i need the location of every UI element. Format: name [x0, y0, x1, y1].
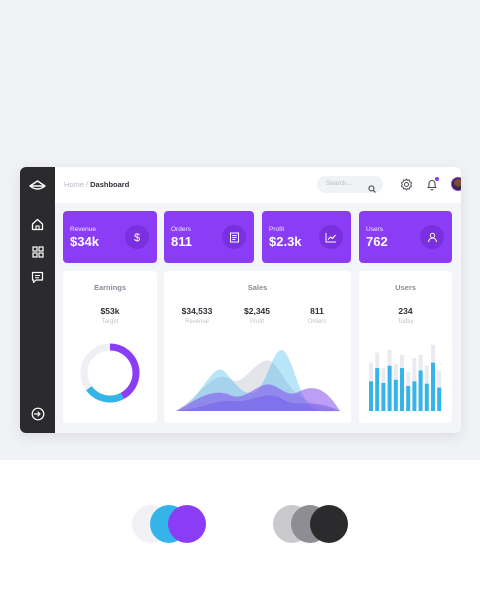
users-bar-chart: [369, 344, 442, 411]
kpi-card-revenue[interactable]: Revenue $34k $: [63, 211, 157, 263]
swatch-dark: [310, 505, 348, 543]
stat-label: Profit: [249, 319, 264, 325]
kpi-label: Orders: [171, 226, 191, 233]
users-bar: [369, 381, 373, 411]
swatch-purple: [168, 505, 206, 543]
sales-area-chart: [176, 349, 340, 412]
kpi-value: 811: [171, 234, 192, 249]
dashboard-window: Home / Dashboard Search... Revenue $: [20, 167, 461, 433]
notification-dot: [435, 177, 439, 181]
kpi-label: Users: [366, 226, 383, 233]
donut-segment-blue: [80, 343, 140, 403]
sales-area-purple: [176, 384, 340, 411]
users-bar: [424, 383, 429, 411]
card-title: Users: [395, 283, 416, 292]
kpi-value: $2.3k: [269, 234, 302, 249]
settings-icon[interactable]: [399, 177, 413, 191]
users-bar: [387, 365, 392, 411]
message-icon[interactable]: [29, 269, 46, 286]
kpi-card-orders[interactable]: Orders 811: [164, 211, 254, 263]
users-card: Users 234 Today: [359, 271, 452, 423]
bell-icon[interactable]: [425, 177, 439, 191]
search-icon[interactable]: [368, 180, 376, 198]
sidebar: [20, 167, 55, 433]
users-stat: 234 Today: [359, 306, 452, 325]
users-bar: [418, 370, 423, 411]
donut-segment-purple: [80, 343, 140, 403]
breadcrumb-home[interactable]: Home: [64, 180, 85, 189]
breadcrumb-current: Dashboard: [90, 180, 130, 189]
users-bar: [406, 386, 411, 411]
dollar-icon: $: [125, 225, 149, 249]
users-bar: [393, 379, 398, 411]
stat-label: Revenue: [184, 319, 210, 325]
stat-value: $34,533: [181, 306, 213, 316]
stat-label: Orders: [307, 319, 327, 325]
sales-stat-orders: 811 Orders: [294, 306, 340, 325]
logout-icon[interactable]: [29, 405, 46, 422]
kpi-card-profit[interactable]: Profit $2.3k: [262, 211, 351, 263]
user-icon: [420, 225, 444, 249]
stat-value: $2,345: [244, 306, 270, 316]
stat-label: Target: [101, 319, 119, 325]
top-header: Home / Dashboard Search...: [55, 167, 461, 203]
avatar[interactable]: [451, 177, 461, 191]
logo-icon[interactable]: [28, 177, 47, 194]
grid-icon[interactable]: [29, 243, 46, 260]
search-placeholder: Search...: [326, 180, 353, 187]
svg-text:$: $: [134, 232, 140, 243]
kpi-card-users[interactable]: Users 762: [359, 211, 452, 263]
users-bar: [381, 382, 386, 411]
sales-area-violet: [176, 395, 340, 411]
sales-stat-profit: $2,345 Profit: [234, 306, 280, 325]
card-title: Sales: [247, 283, 268, 292]
search-input[interactable]: Search...: [317, 176, 383, 193]
stat-value: 811: [310, 306, 324, 316]
earnings-donut: [80, 343, 140, 403]
stat-value: 234: [398, 306, 413, 316]
kpi-label: Revenue: [70, 226, 97, 233]
kpi-value: 762: [366, 234, 388, 249]
earnings-stat: $53k Target: [63, 306, 157, 325]
receipt-icon: [222, 225, 246, 249]
home-icon[interactable]: [29, 216, 46, 233]
stat-value: $53k: [100, 306, 120, 316]
breadcrumb: Home / Dashboard: [64, 180, 129, 189]
users-bar: [412, 381, 417, 411]
users-bar: [400, 368, 404, 411]
users-bar: [431, 362, 435, 411]
users-bar: [437, 387, 442, 411]
breadcrumb-separator: /: [86, 180, 89, 189]
kpi-value: $34k: [70, 234, 99, 249]
main-content: Home / Dashboard Search... Revenue $: [55, 167, 461, 433]
trend-chart-icon: [319, 225, 343, 249]
card-title: Earnings: [93, 283, 127, 292]
stat-label: Today: [397, 319, 414, 325]
earnings-card: Earnings $53k Target: [63, 271, 157, 423]
sales-card: Sales $34,533 Revenue $2,345 Profit 811 …: [164, 271, 351, 423]
users-bar: [375, 368, 380, 411]
sales-stat-revenue: $34,533 Revenue: [174, 306, 220, 325]
kpi-label: Profit: [269, 226, 285, 233]
